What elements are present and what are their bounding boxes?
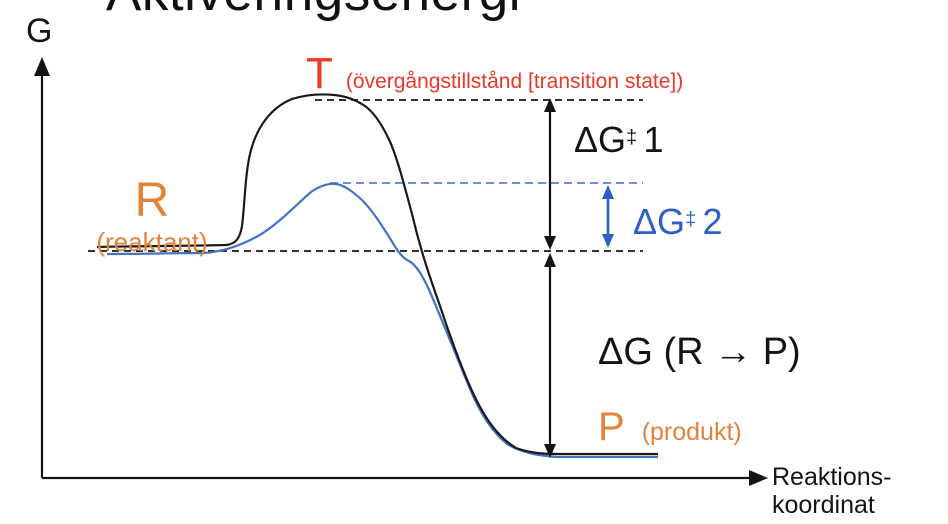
y-axis-label: G — [26, 12, 53, 50]
dg2-annotation: ΔG‡ 2 — [633, 200, 723, 243]
reactant-symbol: R — [134, 174, 170, 227]
dg1-number: 1 — [643, 119, 664, 160]
x-axis-label-line1: Reaktions- — [772, 463, 892, 491]
product-symbol: P — [598, 405, 625, 449]
product-description: (produkt) — [641, 418, 742, 446]
x-axis-arrowhead-icon — [749, 470, 768, 486]
catalyzed-energy-curve — [106, 182, 658, 459]
reactant-description: (reaktant) — [96, 227, 208, 257]
product-label: P (produkt) — [598, 407, 742, 447]
dg1-annotation: ΔG‡ 1 — [574, 118, 664, 161]
dg2-base: ΔG — [633, 201, 686, 242]
y-axis-arrowhead-icon — [34, 57, 50, 76]
overall-dg-annotation: ΔG (R → P) — [598, 331, 801, 373]
dg2-arrowhead-up-icon — [602, 185, 614, 199]
dg2-doubledagger: ‡ — [685, 208, 697, 231]
dg1-arrowhead-up-icon — [544, 98, 556, 112]
dg1-doubledagger: ‡ — [626, 126, 638, 149]
x-axis-label: Reaktions- koordinat — [772, 463, 892, 519]
transition-state-label: T (övergångstillstånd [transition state]… — [306, 52, 683, 96]
transition-description: (övergångstillstånd [transition state]) — [345, 70, 684, 93]
dg2-arrowhead-down-icon — [602, 234, 614, 248]
transition-symbol: T — [306, 49, 333, 98]
x-axis-label-line2: koordinat — [772, 491, 875, 519]
reactant-label: R (reaktant) — [93, 174, 211, 257]
dgr-arrowhead-down-icon — [544, 444, 556, 458]
dg1-arrowhead-down-icon — [544, 236, 556, 250]
uncatalyzed-energy-curve — [96, 93, 658, 456]
dgr-arrowhead-up-icon — [544, 253, 556, 267]
page-title: Aktiveringsenergi — [106, 0, 521, 19]
dg2-number: 2 — [702, 201, 723, 242]
dg1-base: ΔG — [574, 119, 627, 160]
